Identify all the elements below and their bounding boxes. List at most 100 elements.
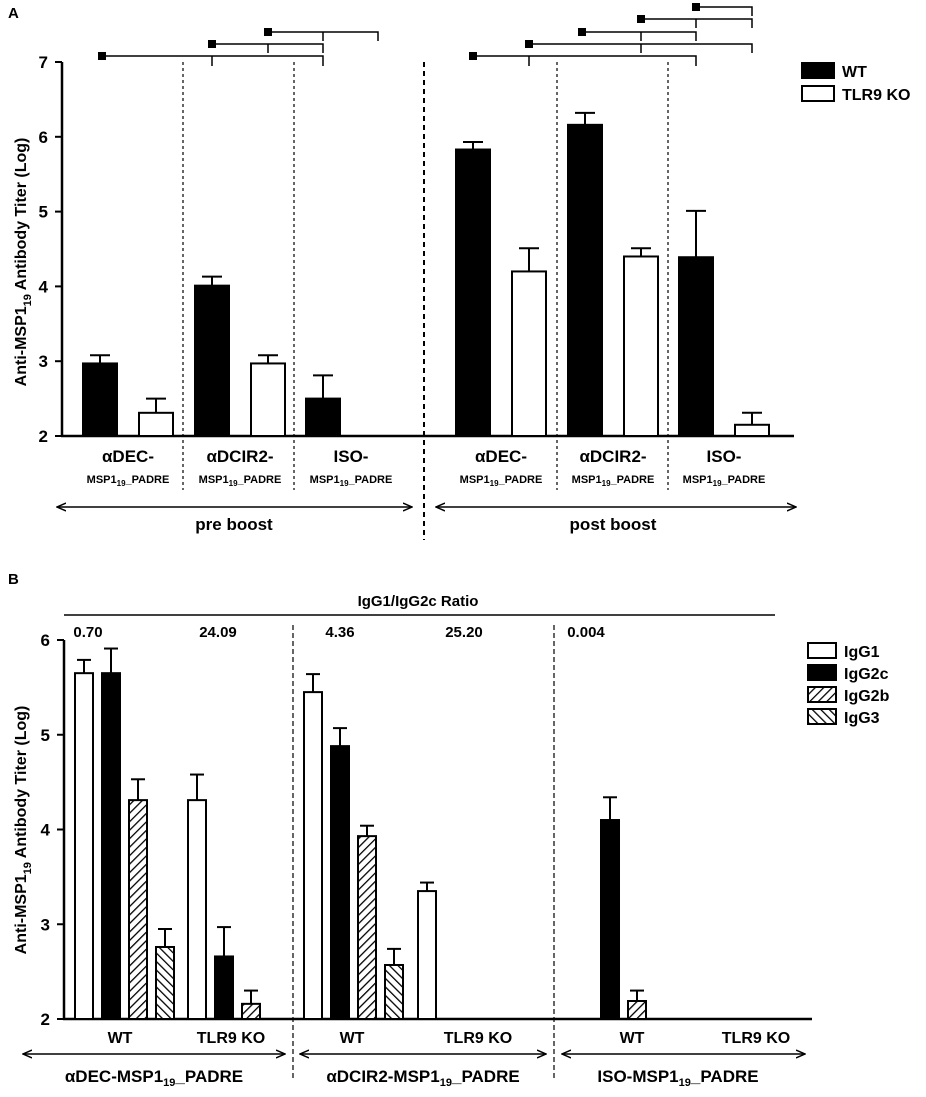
group-label-line1: ISO- xyxy=(334,447,369,466)
bar-igg1 xyxy=(303,691,323,1020)
y-tick-label: 4 xyxy=(39,277,49,296)
significance-bracket xyxy=(641,18,753,28)
bar-wt xyxy=(567,123,603,437)
legend-label-wt: WT xyxy=(842,64,867,81)
panel-b: B Anti-MSP119 Antibody Titer (Log) IgG1/… xyxy=(8,571,890,1089)
bar-tlr9ko xyxy=(138,411,174,438)
bar-wt xyxy=(455,148,491,438)
bar-igg1 xyxy=(417,890,437,1021)
significance-bracket xyxy=(212,43,324,53)
construct-label: αDCIR2-MSP119_PADRE xyxy=(326,1067,519,1089)
panel-b-y-ticks: 2 3 4 5 6 xyxy=(41,631,64,1029)
y-tick-label: 6 xyxy=(41,631,50,650)
y-tick-label: 2 xyxy=(39,427,48,446)
ratio-value: 24.09 xyxy=(199,624,237,641)
significance-bracket xyxy=(102,55,324,66)
bar-wt xyxy=(305,397,341,438)
group-label-line1: αDCIR2- xyxy=(579,447,646,466)
significance-bracket xyxy=(529,43,753,53)
group-label-line2: MSP119_PADRE xyxy=(572,474,655,488)
y-tick-label: 2 xyxy=(41,1010,50,1029)
significance-bracket xyxy=(582,31,697,41)
bar-igg1 xyxy=(74,672,94,1020)
legend-swatch-igg2b xyxy=(807,686,837,703)
group-label-line1: αDEC- xyxy=(102,447,154,466)
bar-igg2b xyxy=(128,799,148,1020)
bar-tlr9ko xyxy=(250,362,286,437)
legend-swatch-igg1 xyxy=(807,642,837,659)
panel-b-y-axis-label: Anti-MSP119 Antibody Titer (Log) xyxy=(13,706,34,955)
legend-swatch-igg2c xyxy=(807,664,837,681)
panel-b-bars xyxy=(74,647,647,1021)
legend-swatch-wt xyxy=(801,62,835,79)
bar-igg2b xyxy=(357,835,377,1020)
bar-igg1 xyxy=(187,799,207,1020)
bar-tlr9ko xyxy=(511,270,547,437)
bar-igg2c xyxy=(214,955,234,1021)
pre-boost-label: pre boost xyxy=(195,515,273,534)
panel-a-y-ticks: 2 3 4 5 6 7 xyxy=(39,53,62,446)
ratio-value: 25.20 xyxy=(445,624,483,641)
group-label-line1: ISO- xyxy=(707,447,742,466)
y-tick-label: 3 xyxy=(39,352,48,371)
construct-label: ISO-MSP119_PADRE xyxy=(597,1067,758,1089)
panel-b-legend: IgG1 IgG2c IgG2b IgG3 xyxy=(807,642,890,727)
y-tick-label: 3 xyxy=(41,915,50,934)
group-label-line2: MSP119_PADRE xyxy=(87,474,170,488)
y-tick-label: 4 xyxy=(41,821,51,840)
bar-igg3 xyxy=(384,963,404,1020)
group-label-line2: MSP119_PADRE xyxy=(310,474,393,488)
panel-a-x-labels: αDEC- MSP119_PADRE αDCIR2- MSP119_PADRE ISO-… xyxy=(87,447,766,488)
legend-label-igg2b: IgG2b xyxy=(844,688,890,705)
bar-wt xyxy=(194,284,230,438)
panel-a-label: A xyxy=(8,5,19,22)
panel-a-legend: WT TLR9 KO xyxy=(801,62,910,104)
panel-b-subgroup-labels: WT TLR9 KO WT TLR9 KO WT TLR9 KO xyxy=(108,1030,791,1047)
group-label-line2: MSP119_PADRE xyxy=(199,474,282,488)
ratio-value: 4.36 xyxy=(325,624,354,641)
subgroup-label: TLR9 KO xyxy=(444,1030,512,1047)
y-tick-label: 7 xyxy=(39,53,48,72)
legend-label-igg1: IgG1 xyxy=(844,644,880,661)
legend-swatch-tlr9ko xyxy=(801,85,835,102)
ratio-values: 0.70 24.09 4.36 25.20 0.004 xyxy=(73,624,605,641)
group-label-line1: αDEC- xyxy=(475,447,527,466)
group-label-line1: αDCIR2- xyxy=(206,447,273,466)
panel-a-bars xyxy=(82,111,770,438)
ratio-value: 0.70 xyxy=(73,624,102,641)
panel-a-significance-brackets xyxy=(98,3,753,66)
panel-b-label: B xyxy=(8,571,19,588)
subgroup-label: TLR9 KO xyxy=(722,1030,790,1047)
legend-label-igg2c: IgG2c xyxy=(844,666,889,683)
subgroup-label: WT xyxy=(108,1030,133,1047)
significance-bracket xyxy=(268,31,379,41)
bar-igg2c xyxy=(330,745,350,1020)
panel-b-construct-labels: αDEC-MSP119_PADRE αDCIR2-MSP119_PADRE ISO-… xyxy=(65,1067,759,1089)
legend-label-tlr9ko: TLR9 KO xyxy=(842,87,910,104)
subgroup-label: TLR9 KO xyxy=(197,1030,265,1047)
panel-a: A Anti-MSP119 Antibody Titer (Log) 2 3 4 5 6… xyxy=(8,3,910,540)
bar-wt xyxy=(678,256,714,437)
panel-a-y-axis-label: Anti-MSP119 Antibody Titer (Log) xyxy=(13,138,34,387)
legend-label-igg3: IgG3 xyxy=(844,710,880,727)
construct-label: αDEC-MSP119_PADRE xyxy=(65,1067,243,1089)
y-tick-label: 5 xyxy=(39,203,48,222)
legend-swatch-igg3 xyxy=(807,708,837,725)
group-label-line2: MSP119_PADRE xyxy=(683,474,766,488)
subgroup-label: WT xyxy=(340,1030,365,1047)
group-label-line2: MSP119_PADRE xyxy=(460,474,543,488)
y-tick-label: 6 xyxy=(39,128,48,147)
bar-igg3 xyxy=(155,945,175,1020)
bar-tlr9ko xyxy=(734,423,770,437)
post-boost-label: post boost xyxy=(570,515,657,534)
y-tick-label: 5 xyxy=(41,726,50,745)
bar-igg2b xyxy=(627,999,647,1020)
bar-wt xyxy=(82,362,118,437)
ratio-title: IgG1/IgG2c Ratio xyxy=(358,593,479,610)
subgroup-label: WT xyxy=(620,1030,645,1047)
ratio-value: 0.004 xyxy=(567,624,605,641)
bar-igg2b xyxy=(241,1002,261,1021)
significance-bracket xyxy=(696,6,753,16)
bar-igg2c xyxy=(101,672,121,1020)
